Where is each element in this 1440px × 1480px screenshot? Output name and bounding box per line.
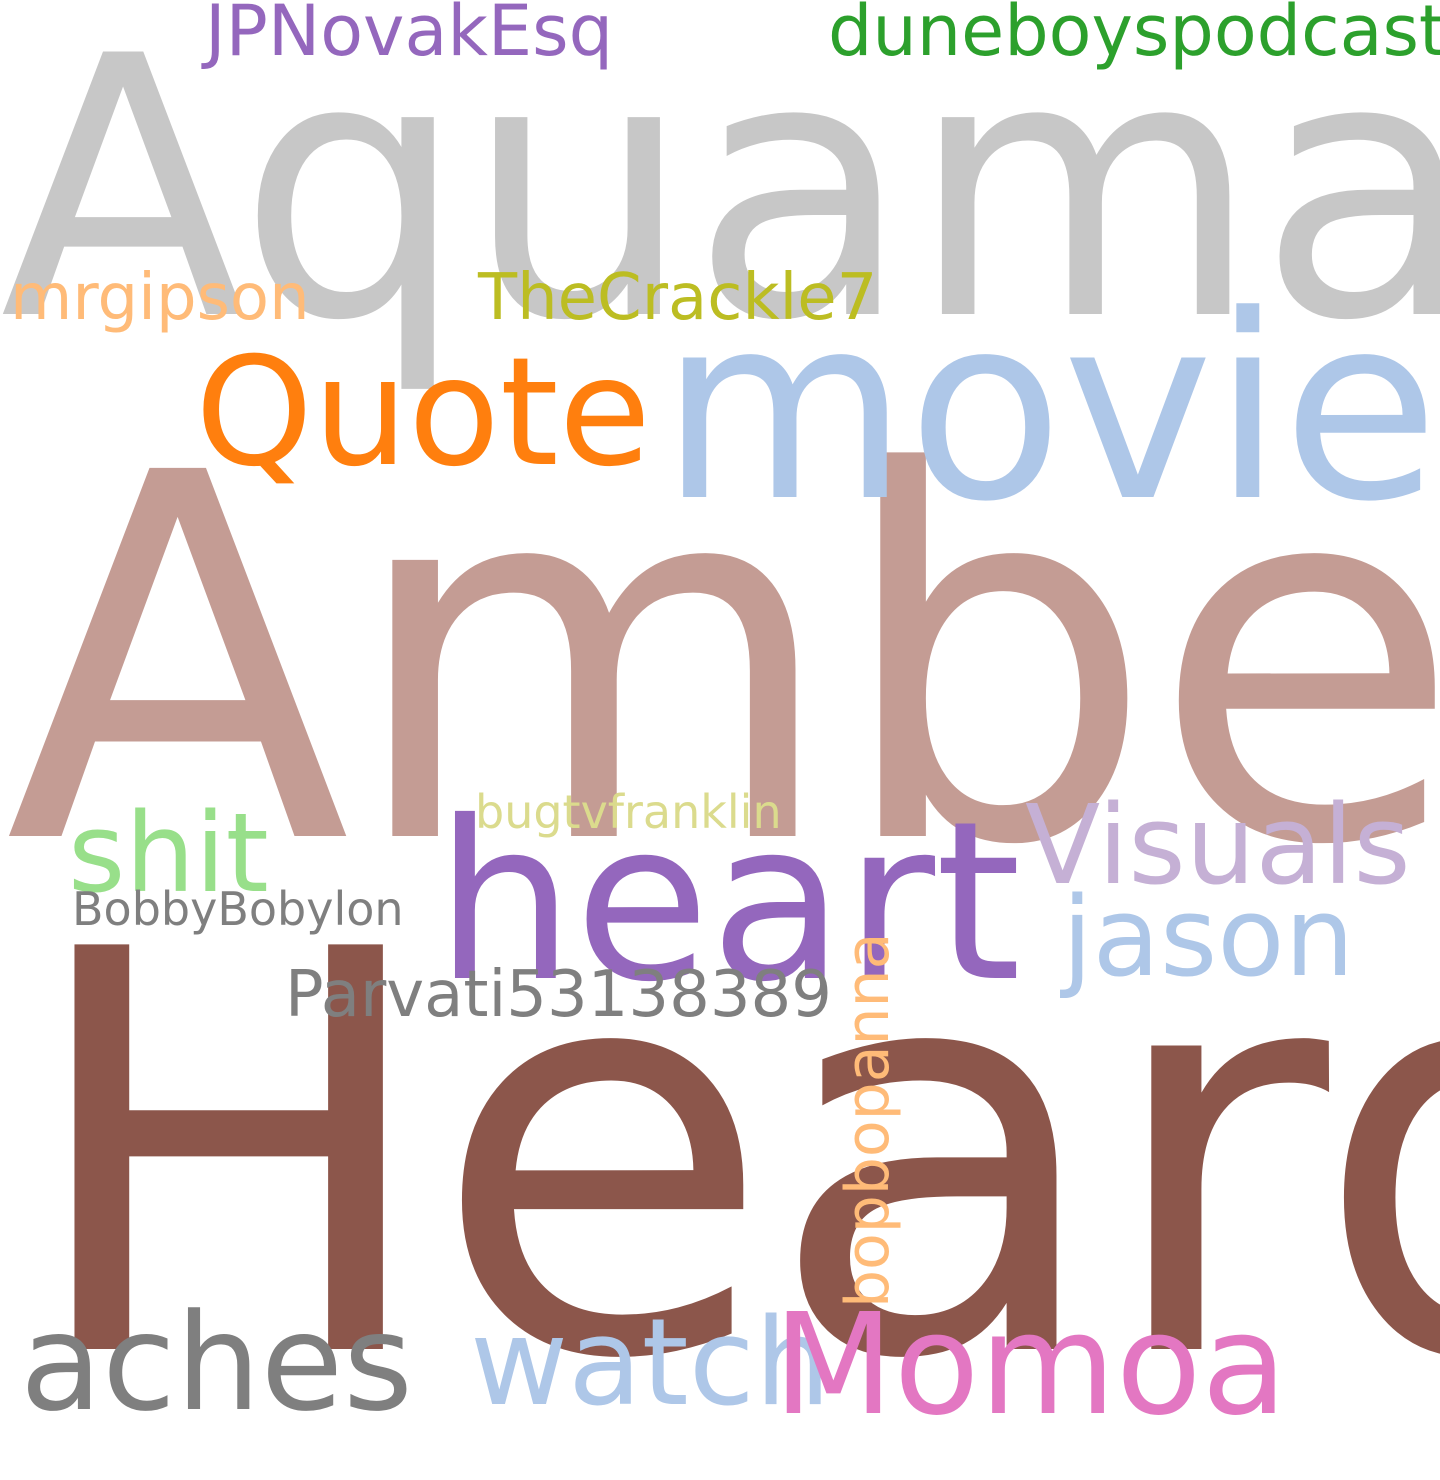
word-duneboyspodcast: duneboyspodcast: [828, 0, 1440, 72]
word-momoa: Momoa: [773, 1284, 1288, 1447]
word-bugtvfranklin: bugtvfranklin: [475, 785, 782, 839]
word-parvati53138389: Parvati53138389: [285, 958, 832, 1032]
word-heard: Heard: [20, 834, 1440, 1480]
word-jpnovakesq: JPNovakEsq: [205, 0, 614, 72]
word-mrgipson: mrgipson: [10, 261, 310, 335]
word-movie: movie: [660, 261, 1439, 558]
word-aches: aches: [20, 1285, 413, 1441]
word-quote: Quote: [195, 326, 652, 500]
word-bobbybobylon: BobbyBobylon: [72, 882, 404, 936]
word-aquaman: Aquaman: [0, 0, 1440, 399]
word-shit: shit: [68, 789, 269, 917]
word-jason: jason: [1062, 873, 1355, 1001]
word-heart: heart: [435, 774, 1022, 1030]
word-bopbopanna: bopbopanna: [833, 932, 903, 1308]
word-watch: watch: [470, 1294, 831, 1433]
word-visuals: Visuals: [1025, 781, 1411, 909]
word-thecrackle7: TheCrackle7: [478, 261, 878, 335]
word-amber: Amber: [5, 368, 1440, 956]
